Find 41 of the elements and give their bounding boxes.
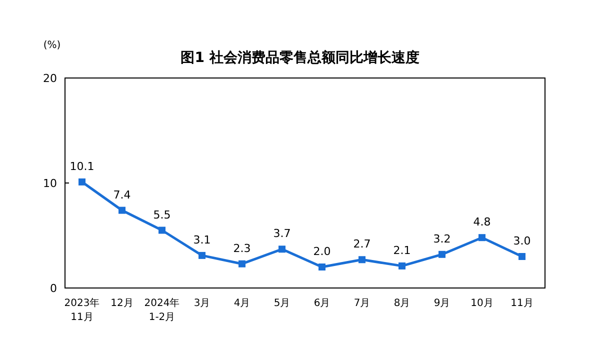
data-label: 2.0: [313, 245, 331, 258]
point: [78, 178, 86, 186]
point: [278, 246, 286, 253]
point: [478, 234, 486, 242]
data-label: 7.4: [113, 188, 131, 202]
data-label: 2.7: [353, 238, 371, 251]
x-tick-label: 2024年 1-2月: [144, 297, 180, 323]
point: [118, 206, 126, 214]
y-tick-label: 20: [43, 72, 57, 85]
y-axis-title: (%): [43, 40, 61, 51]
data-label: 3.7: [273, 227, 291, 240]
point: [358, 256, 366, 264]
data-label: 2.1: [393, 244, 411, 257]
y-tick-label: 10: [43, 177, 57, 190]
data-label: 3.1: [193, 233, 211, 246]
x-tick-label: 5月: [274, 298, 290, 309]
x-tick-label: 3月: [194, 298, 210, 309]
x-tick-label: 4月: [234, 298, 250, 309]
x-tick-label: 2023年 11月: [64, 297, 100, 323]
data-label: 5.5: [153, 208, 171, 222]
x-tick-label: 11月: [510, 298, 534, 309]
point: [158, 226, 166, 234]
point: [318, 264, 326, 270]
x-tick-label: 10月: [470, 298, 494, 309]
data-label: 3.2: [433, 232, 451, 246]
x-tick-label: 6月: [314, 298, 330, 309]
point: [438, 250, 446, 258]
chart-title: 图1 社会消费品零售总额同比增长速度: [180, 49, 420, 66]
y-tick-label: 0: [50, 282, 57, 295]
data-label: 10.1: [70, 160, 94, 173]
data-label: 4.8: [473, 216, 491, 229]
x-tick-label: 12月: [110, 298, 134, 309]
point: [398, 262, 406, 270]
x-tick-label: 8月: [394, 298, 410, 309]
x-tick-label: 9月: [434, 298, 450, 309]
point: [238, 260, 246, 268]
x-tick-label: 7月: [354, 298, 370, 309]
data-label: 3.0: [513, 234, 531, 248]
point: [518, 253, 526, 260]
data-label: 2.3: [233, 242, 251, 255]
point: [198, 252, 206, 259]
